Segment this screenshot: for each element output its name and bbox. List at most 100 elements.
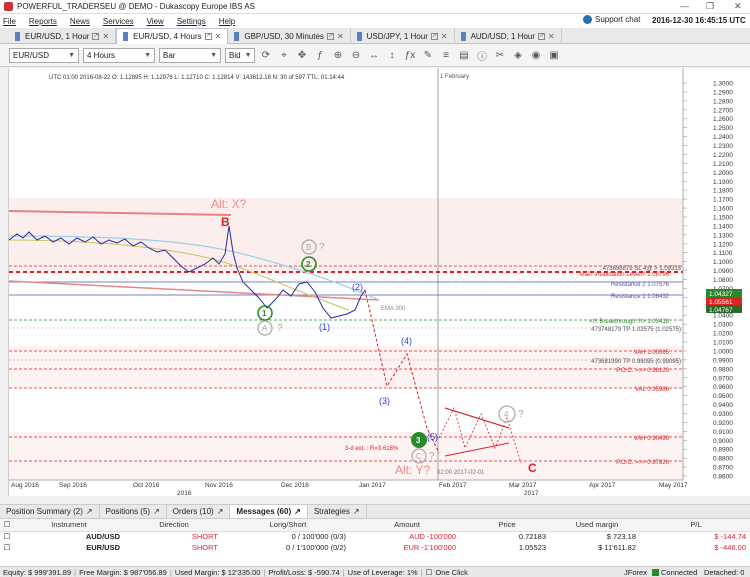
refresh-icon[interactable]: ⟳ [261, 50, 271, 61]
chat-icon [583, 15, 592, 24]
save-icon[interactable]: ▣ [549, 50, 559, 61]
one-click-checkbox[interactable]: ☐ [425, 567, 433, 577]
undock-icon[interactable]: ↗ [92, 32, 100, 40]
maximize-icon[interactable]: ❐ [706, 1, 715, 11]
menu-view[interactable]: View [146, 16, 164, 26]
layers-icon[interactable]: ≡ [443, 50, 449, 61]
tab-gbpusd-30m[interactable]: GBP/USD, 30 Minutes ↗ ✕ [228, 28, 351, 44]
minimize-icon[interactable]: — [680, 1, 689, 11]
wave-c-circle [411, 448, 427, 464]
wave-2-label: 2 [306, 260, 311, 269]
undock-icon[interactable]: ↗ [153, 507, 160, 516]
tools-icon[interactable]: ✂ [495, 50, 505, 61]
menu-services[interactable]: Services [102, 16, 134, 26]
close-tab-icon[interactable]: ✕ [548, 31, 555, 41]
tab-messages[interactable]: Messages (60) ↗ [230, 505, 308, 518]
col-price[interactable]: Price [462, 519, 552, 532]
cell-pl: $ -144.74 [714, 532, 746, 542]
draw-pen-icon[interactable]: ✎ [423, 50, 433, 61]
pan-icon[interactable]: ✥ [297, 50, 307, 61]
tab-strategies[interactable]: Strategies ↗ [308, 505, 367, 518]
info-icon[interactable]: ⓘ [477, 52, 487, 63]
undock-icon[interactable]: ↗ [352, 507, 360, 516]
table-row[interactable]: ☐ EUR/USD SHORT 0 / 1'100'000 (0/2) EUR … [0, 542, 750, 553]
menu-news[interactable]: News [69, 16, 90, 26]
indicators-icon[interactable]: ƒ [317, 50, 323, 61]
trend-line-x [9, 210, 232, 216]
side-select[interactable]: Bid ▼ [225, 48, 255, 63]
fit-height-icon[interactable]: ↕ [389, 50, 395, 61]
paint-icon[interactable]: ◈ [514, 50, 522, 61]
close-tab-icon[interactable]: ✕ [336, 31, 344, 41]
menu-reports[interactable]: Reports [28, 16, 57, 26]
x-month-label: Mar 2017 [509, 482, 537, 489]
y-tick-label: 1.2600 [713, 116, 733, 123]
col-amount[interactable]: Amount [352, 519, 462, 532]
period-value: 4 Hours [87, 51, 116, 60]
window-titlebar: POWERFUL_TRADERSEU @ DEMO - Dukascopy Eu… [0, 0, 750, 14]
crosshair-icon[interactable]: ⌖ [281, 50, 287, 61]
chart-type-select[interactable]: Bar ▼ [159, 48, 221, 63]
y-tick-label: 1.2200 [713, 152, 733, 159]
undock-icon[interactable]: ↗ [538, 32, 546, 40]
price-chart[interactable]: UTC 01:00 2016-08-22 O: 1.12895 H: 1.129… [8, 68, 750, 496]
close-tab-icon[interactable]: ✕ [102, 31, 110, 41]
undock-icon[interactable]: ↗ [430, 32, 438, 40]
row-checkbox[interactable]: ☐ [3, 532, 11, 542]
col-direction[interactable]: Direction [124, 519, 224, 532]
tab-position-summary[interactable]: Position Summary (2) ↗ [0, 505, 100, 518]
col-instrument[interactable]: Instrument [14, 519, 124, 532]
tab-eurusd-1h[interactable]: EUR/USD, 1 Hour ↗ ✕ [9, 28, 117, 44]
level-label: 473698879 SL 4@ > 1.09315 [603, 266, 682, 272]
table-row[interactable]: ☐ AUD/USD SHORT 0 / 100'000 (0/3) AUD -1… [0, 531, 750, 542]
wave-1-label: 1 [262, 309, 267, 318]
zoom-out-icon[interactable]: ⊖ [351, 50, 361, 61]
col-long-short[interactable]: Long/Short [224, 519, 352, 532]
function-icon[interactable]: ƒx [404, 50, 416, 61]
close-tab-icon[interactable]: ✕ [440, 31, 448, 41]
menu-settings[interactable]: Settings [176, 16, 206, 26]
cell-direction: SHORT [191, 532, 218, 542]
checkbox-header[interactable]: ☐ [0, 519, 14, 532]
level-label: P.O.C. >>> 0.87826 [616, 460, 669, 466]
tab-eurusd-4h[interactable]: EUR/USD, 4 Hours ↗ ✕ [116, 28, 229, 44]
tab-orders[interactable]: Orders (10) ↗ [167, 505, 231, 518]
close-icon[interactable]: ✕ [734, 1, 742, 11]
menu-help[interactable]: Help [218, 16, 236, 26]
support-chat-label: Support chat [595, 15, 641, 24]
y-tick-label: 1.0000 [713, 348, 733, 355]
tab-positions[interactable]: Positions (5) ↗ [100, 505, 167, 518]
instrument-select[interactable]: EUR/USD ▼ [9, 48, 79, 63]
y-tick-label: 1.1300 [713, 232, 733, 239]
close-tab-icon[interactable]: ✕ [214, 32, 222, 41]
undock-icon[interactable]: ↗ [294, 507, 301, 516]
undock-icon[interactable]: ↗ [204, 33, 212, 40]
menu-file[interactable]: File [3, 16, 16, 26]
zoom-in-icon[interactable]: ⊕ [333, 50, 343, 61]
tab-audusd-1h[interactable]: AUD/USD, 1 Hour ↗ ✕ [455, 28, 562, 44]
y-tick-label: 1.1400 [713, 223, 733, 230]
date-marker-label: 1 February [440, 74, 469, 80]
col-pl[interactable]: P/L [642, 519, 750, 532]
undock-icon[interactable]: ↗ [326, 32, 334, 40]
y-tick-label: 0.8900 [713, 447, 733, 454]
camera-icon[interactable]: ◉ [531, 50, 541, 61]
tab-label: USD/JPY, 1 Hour [366, 31, 428, 41]
chevron-down-icon: ▼ [144, 52, 151, 59]
fit-width-icon[interactable]: ↔ [369, 50, 379, 61]
undock-icon[interactable]: ↗ [85, 507, 93, 516]
template-icon[interactable]: ▤ [459, 50, 469, 61]
support-chat-button[interactable]: Support chat [583, 15, 640, 24]
y-tick-label: 0.9900 [713, 357, 733, 364]
y-tick-label: 1.2100 [713, 161, 733, 168]
tab-usdjpy-1h[interactable]: USD/JPY, 1 Hour ↗ ✕ [351, 28, 455, 44]
undock-icon[interactable]: ↗ [216, 507, 224, 516]
row-checkbox[interactable]: ☐ [3, 543, 11, 552]
chart-tab-icon [356, 31, 362, 41]
tab-label: Strategies [313, 507, 350, 516]
period-select[interactable]: 4 Hours ▼ [83, 48, 155, 63]
col-used-margin[interactable]: Used margin [552, 519, 642, 532]
x-month-label: Apr 2017 [589, 482, 616, 489]
x-year-label: 2016 [177, 490, 192, 496]
wave-3-label: 3 [416, 436, 421, 445]
